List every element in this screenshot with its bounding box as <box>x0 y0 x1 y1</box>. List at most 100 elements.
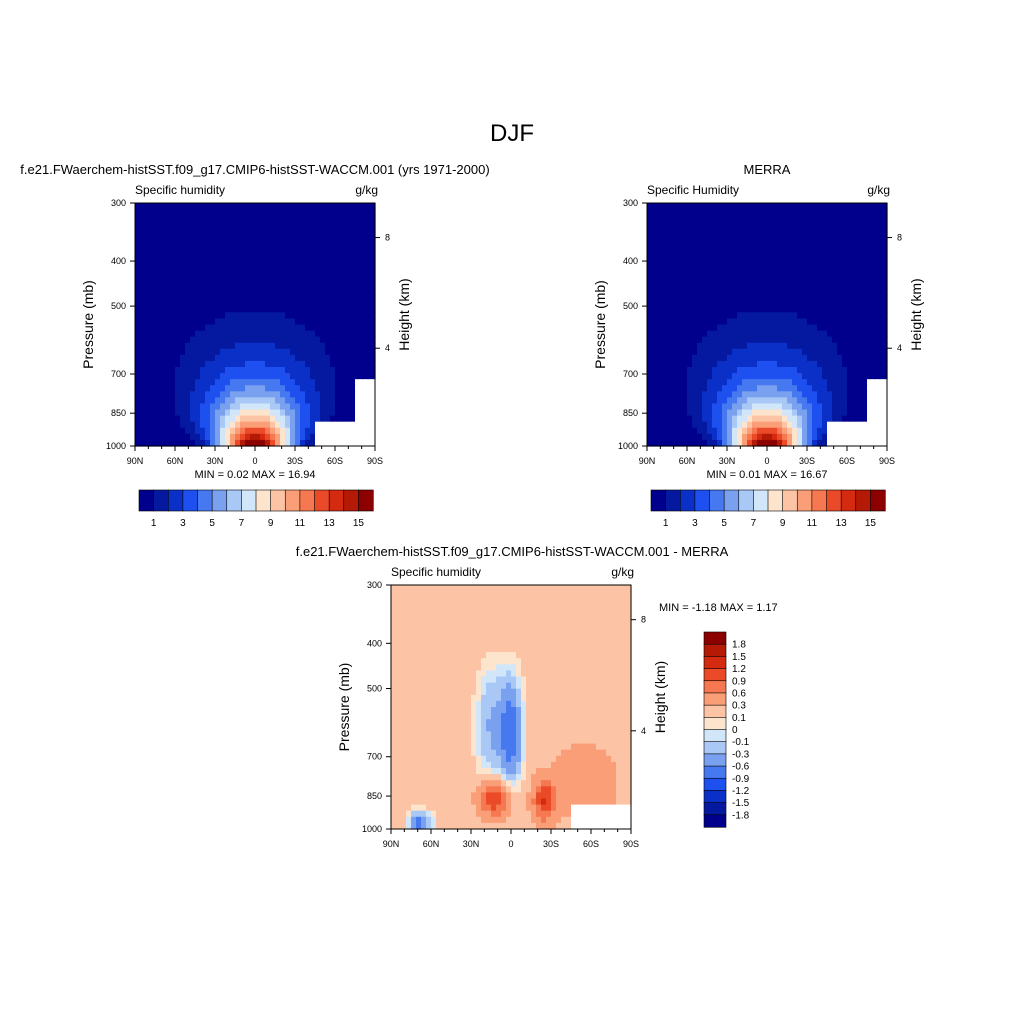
field-cell <box>260 263 266 271</box>
colorbar-swatch <box>855 489 871 512</box>
field-cell <box>330 373 336 380</box>
field-cell <box>621 670 627 678</box>
field-cell <box>210 239 216 247</box>
field-cell <box>325 433 331 441</box>
field-cell <box>747 221 753 228</box>
field-cell <box>717 215 723 222</box>
field-cell <box>807 306 813 313</box>
field-cell <box>606 585 612 592</box>
field-cell <box>677 379 683 386</box>
field-cell <box>792 318 798 326</box>
field-cell <box>862 312 868 320</box>
field-cell <box>315 209 321 216</box>
field-cell <box>807 288 813 295</box>
field-cell <box>200 342 206 350</box>
field-cell <box>305 403 311 411</box>
field-cell <box>606 615 612 623</box>
field-cell <box>551 597 557 604</box>
field-cell <box>757 373 763 380</box>
field-cell <box>205 312 211 320</box>
field-cell <box>842 275 848 283</box>
field-cell <box>350 281 356 289</box>
field-cell <box>466 664 472 671</box>
field-cell <box>712 421 718 429</box>
field-cell <box>672 409 678 417</box>
field-cell <box>762 433 768 441</box>
field-cell <box>757 221 763 228</box>
field-cell <box>697 439 703 447</box>
field-cell <box>411 694 417 702</box>
field-cell <box>466 639 472 647</box>
field-cell <box>250 409 256 417</box>
field-cell <box>320 281 326 289</box>
field-cell <box>832 221 838 228</box>
field-cell <box>486 652 492 659</box>
field-cell <box>350 433 356 441</box>
field-cell <box>566 670 572 678</box>
field-cell <box>677 318 683 326</box>
field-cell <box>787 397 793 405</box>
field-cell <box>235 233 241 241</box>
field-cell <box>541 658 547 665</box>
field-cell <box>270 288 276 295</box>
field-cell <box>230 427 236 435</box>
field-cell <box>155 221 161 228</box>
field-cell <box>345 385 351 392</box>
field-cell <box>501 694 507 702</box>
field-cell <box>827 348 833 356</box>
field-cell <box>255 257 261 265</box>
field-cell <box>355 239 361 247</box>
field-cell <box>722 251 728 259</box>
field-cell <box>727 239 733 247</box>
field-cell <box>792 324 798 332</box>
field-cell <box>285 330 291 338</box>
field-cell <box>180 233 186 241</box>
field-cell <box>872 294 878 301</box>
field-cell <box>877 385 883 392</box>
field-cell <box>441 633 447 641</box>
field-cell <box>295 391 301 398</box>
field-cell <box>541 609 547 617</box>
colorbar-swatch <box>665 489 681 512</box>
field-cell <box>797 330 803 338</box>
field-cell <box>847 263 853 271</box>
field-cell <box>240 391 246 398</box>
field-cell <box>250 354 256 362</box>
field-cell <box>727 300 733 307</box>
field-cell <box>160 300 166 307</box>
field-cell <box>205 439 211 447</box>
field-cell <box>275 336 281 344</box>
field-cell <box>451 597 457 604</box>
field-cell <box>727 312 733 320</box>
field-cell <box>295 330 301 338</box>
field-cell <box>822 360 828 368</box>
field-cell <box>190 354 196 362</box>
field-cell <box>727 318 733 326</box>
field-cell <box>762 312 768 320</box>
field-cell <box>692 433 698 441</box>
field-cell <box>682 263 688 271</box>
field-cell <box>626 652 632 659</box>
field-cell <box>682 251 688 259</box>
field-cell <box>807 385 813 392</box>
field-cell <box>360 415 366 423</box>
field-cell <box>752 415 758 423</box>
field-cell <box>290 397 296 405</box>
field-cell <box>370 354 376 362</box>
field-cell <box>170 330 176 338</box>
field-cell <box>667 367 673 374</box>
colorbar-swatch <box>211 489 228 512</box>
field-cell <box>165 233 171 241</box>
field-cell <box>285 409 291 417</box>
field-cell <box>702 427 708 435</box>
colorbar-label: 1 <box>151 518 157 529</box>
field-cell <box>175 312 181 320</box>
field-cell <box>300 439 306 447</box>
field-cell <box>697 221 703 228</box>
field-cell <box>712 300 718 307</box>
field-cell <box>285 312 291 320</box>
field-cell <box>867 373 873 380</box>
field-cell <box>662 300 668 307</box>
field-cell <box>702 294 708 301</box>
field-cell <box>501 597 507 604</box>
